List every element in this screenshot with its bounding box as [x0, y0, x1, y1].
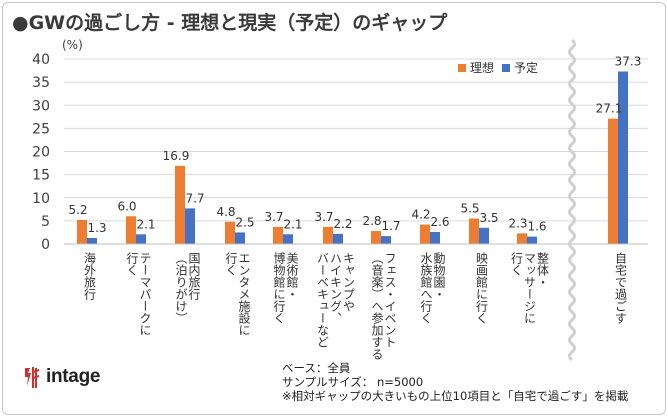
bar-plan [87, 237, 97, 244]
data-label-plan: 2.5 [235, 215, 254, 229]
legend-label-plan: 予定 [514, 60, 538, 75]
y-tick-label: 35 [32, 75, 50, 91]
bar-ideal [420, 224, 430, 244]
bar-plan [283, 234, 293, 244]
chart-title: ●GWの過ごし方 - 理想と現実（予定）のギャップ [12, 12, 448, 34]
x-tick-label: エンタメ施設に 行く [224, 252, 251, 336]
bar-ideal [608, 118, 618, 244]
bar-ideal [517, 233, 527, 244]
bar-ideal [77, 219, 87, 244]
chart-notes: ベース：全員 サンプルサイズ： n=5000 ※相対ギャップの大きいもの上位10… [282, 361, 628, 403]
x-tick-label: 動物園・ 水族館へ行く [419, 252, 446, 324]
bar-plan [527, 236, 537, 244]
y-tick-label: 25 [32, 121, 50, 137]
x-tick-label: 国内旅行 （泊りがけ） [174, 252, 201, 324]
data-label-plan: 2.6 [430, 215, 449, 229]
legend-swatch-ideal [458, 64, 466, 72]
data-label-ideal: 3.7 [264, 210, 283, 224]
x-tick-label: 自宅で過ごす [613, 252, 628, 324]
intage-logo: intage [22, 364, 100, 390]
bar-plan [136, 234, 146, 244]
y-axis-unit: (%) [62, 38, 83, 52]
data-label-plan: 3.5 [479, 211, 498, 225]
axis-break-line [568, 38, 576, 362]
data-label-ideal: 27.1 [596, 102, 623, 116]
data-label-plan: 1.6 [527, 220, 546, 234]
bar-plan [479, 227, 489, 244]
legend-swatch-plan [502, 64, 510, 72]
bar-plan [235, 232, 245, 244]
data-label-ideal: 3.7 [314, 210, 333, 224]
data-label-ideal: 5.5 [460, 202, 479, 216]
x-tick-label: フェス・イベント （音楽）へ参加する [370, 252, 397, 360]
bar-ideal [225, 221, 235, 244]
data-label-plan: 2.1 [136, 217, 155, 231]
x-tick-label: 海外旅行 [82, 252, 97, 300]
x-tick-label: キャンプや ハイキング、 バーベキューなど [315, 252, 356, 348]
data-label-plan: 2.1 [283, 217, 302, 231]
x-tick-label: 整体・ マッサージに 行く [509, 252, 550, 324]
note-footnote: ※相対ギャップの大きいもの上位10項目と「自宅で過ごす」を掲載 [282, 389, 629, 403]
data-label-ideal: 4.8 [216, 205, 235, 219]
bar-ideal [469, 218, 479, 244]
y-tick-label: 30 [32, 98, 50, 114]
data-label-plan: 7.7 [185, 191, 204, 205]
y-tick-label: 40 [32, 52, 50, 68]
bar-plan [185, 208, 195, 244]
data-label-plan: 37.3 [615, 54, 642, 68]
intage-logo-text: intage [46, 366, 101, 387]
note-base: ベース：全員 [282, 361, 351, 375]
bar-ideal [371, 231, 381, 244]
x-tick-label: 美術館・ 博物館に行く [272, 252, 299, 324]
bar-ideal [175, 165, 185, 244]
bar-ideal [126, 216, 136, 244]
data-label-ideal: 2.8 [362, 214, 381, 228]
note-sample-size: サンプルサイズ： n=5000 [282, 375, 424, 389]
y-tick-label: 20 [32, 145, 50, 161]
data-label-plan: 1.3 [87, 221, 106, 235]
bar-ideal [273, 226, 283, 244]
y-tick-label: 5 [41, 214, 50, 230]
data-label-ideal: 2.3 [508, 216, 527, 230]
bar-plan [381, 236, 391, 244]
data-label-ideal: 5.2 [68, 203, 87, 217]
data-label-ideal: 4.2 [411, 208, 430, 222]
bar-ideal [323, 226, 333, 244]
bar-plan [618, 71, 628, 244]
y-tick-label: 10 [32, 191, 50, 207]
bar-plan [430, 231, 440, 244]
data-label-ideal: 6.0 [117, 199, 136, 213]
intage-logo-icon [25, 367, 40, 388]
bar-plan [333, 233, 343, 244]
y-tick-label: 0 [41, 237, 50, 253]
y-tick-label: 15 [32, 168, 50, 184]
data-label-plan: 2.2 [333, 217, 352, 231]
x-tick-label: 映画館に行く [474, 252, 489, 324]
data-label-plan: 1.7 [381, 219, 400, 233]
x-tick-label: テーマパークに 行く [125, 252, 152, 336]
legend-label-ideal: 理想 [470, 60, 494, 75]
data-label-ideal: 16.9 [163, 149, 190, 163]
